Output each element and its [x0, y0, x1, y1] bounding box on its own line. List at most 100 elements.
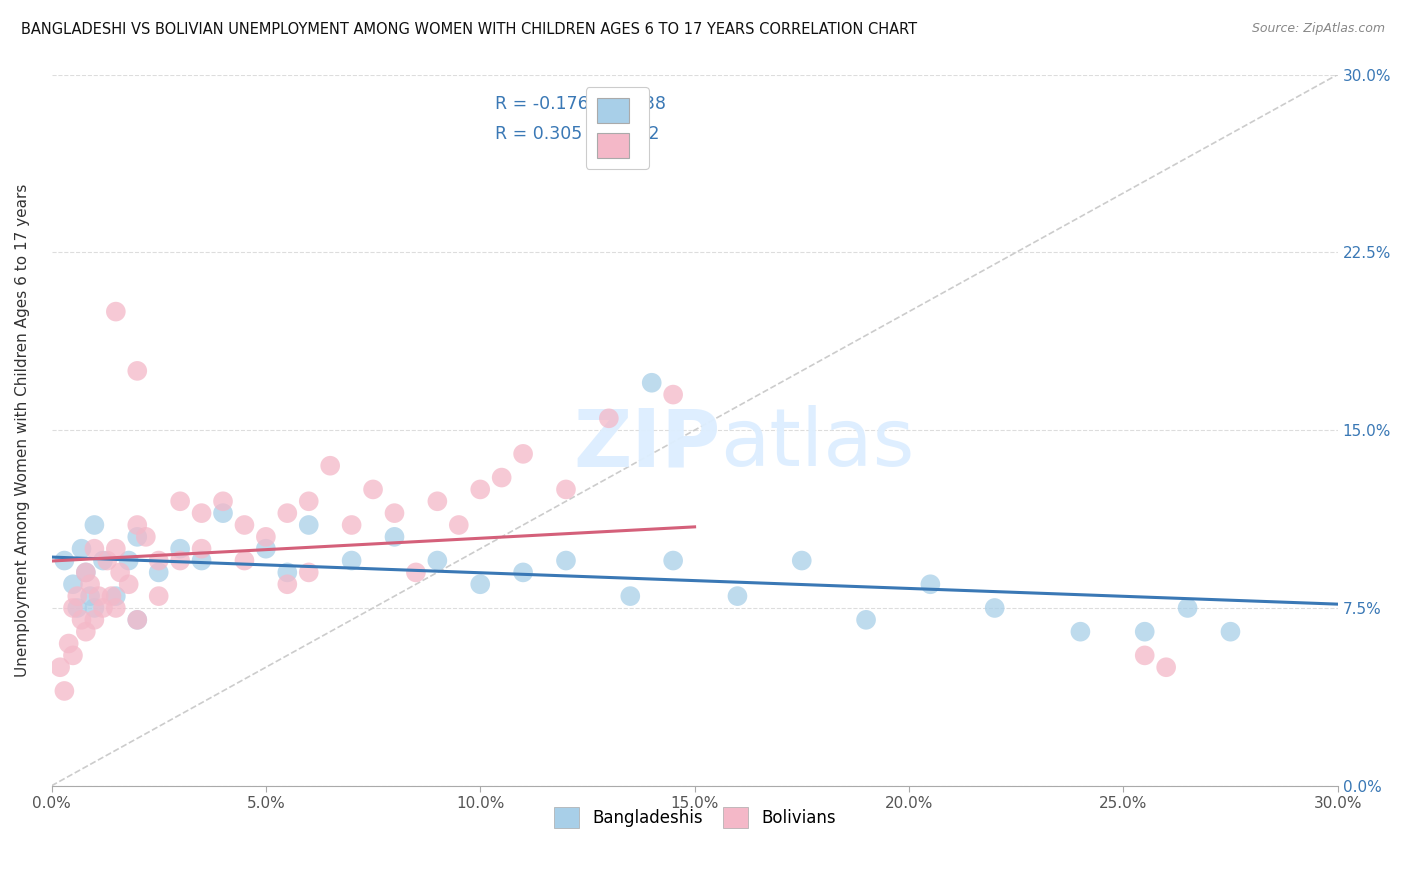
Point — [555, 483, 578, 497]
Point — [87, 589, 110, 603]
Point — [83, 601, 105, 615]
Point — [118, 577, 141, 591]
Point — [108, 566, 131, 580]
Point — [470, 577, 492, 591]
Point — [75, 566, 97, 580]
Text: R = -0.176   N = 38: R = -0.176 N = 38 — [495, 95, 666, 113]
Point — [104, 601, 127, 615]
Point — [96, 553, 118, 567]
Point — [135, 530, 157, 544]
Point — [319, 458, 342, 473]
Point — [1154, 660, 1177, 674]
Point — [190, 541, 212, 556]
Point — [426, 494, 449, 508]
Point — [75, 566, 97, 580]
Point — [447, 518, 470, 533]
Point — [127, 613, 149, 627]
Point — [983, 601, 1005, 615]
Point — [276, 506, 298, 520]
Point — [920, 577, 942, 591]
Point — [254, 541, 277, 556]
Point — [91, 553, 114, 567]
Point — [75, 624, 97, 639]
Point — [555, 553, 578, 567]
Point — [91, 601, 114, 615]
Point — [855, 613, 877, 627]
Point — [662, 553, 685, 567]
Point — [790, 553, 813, 567]
Text: BANGLADESHI VS BOLIVIAN UNEMPLOYMENT AMONG WOMEN WITH CHILDREN AGES 6 TO 17 YEAR: BANGLADESHI VS BOLIVIAN UNEMPLOYMENT AMO… — [21, 22, 917, 37]
Point — [361, 483, 384, 497]
Point — [384, 530, 406, 544]
Point — [148, 589, 170, 603]
Point — [83, 541, 105, 556]
Point — [148, 566, 170, 580]
Point — [62, 648, 84, 663]
Point — [276, 577, 298, 591]
Point — [169, 553, 191, 567]
Point — [66, 589, 89, 603]
Point — [190, 506, 212, 520]
Point — [104, 589, 127, 603]
Text: atlas: atlas — [720, 405, 915, 483]
Point — [1133, 624, 1156, 639]
Point — [298, 566, 321, 580]
Point — [70, 613, 93, 627]
Point — [233, 518, 256, 533]
Point — [104, 304, 127, 318]
Point — [79, 589, 101, 603]
Point — [118, 553, 141, 567]
Point — [104, 541, 127, 556]
Point — [83, 518, 105, 533]
Point — [512, 566, 534, 580]
Point — [169, 541, 191, 556]
Point — [1177, 601, 1199, 615]
Point — [127, 364, 149, 378]
Point — [53, 553, 76, 567]
Point — [66, 601, 89, 615]
Point — [641, 376, 664, 390]
Point — [49, 660, 72, 674]
Text: Source: ZipAtlas.com: Source: ZipAtlas.com — [1251, 22, 1385, 36]
Point — [340, 518, 363, 533]
Point — [58, 636, 80, 650]
Point — [62, 601, 84, 615]
Point — [190, 553, 212, 567]
Point — [70, 541, 93, 556]
Point — [276, 566, 298, 580]
Point — [127, 613, 149, 627]
Point — [512, 447, 534, 461]
Point — [470, 483, 492, 497]
Legend: Bangladeshis, Bolivians: Bangladeshis, Bolivians — [547, 801, 842, 834]
Point — [598, 411, 620, 425]
Point — [83, 613, 105, 627]
Point — [298, 518, 321, 533]
Point — [1133, 648, 1156, 663]
Point — [491, 470, 513, 484]
Point — [298, 494, 321, 508]
Point — [127, 518, 149, 533]
Point — [727, 589, 749, 603]
Point — [619, 589, 641, 603]
Point — [212, 494, 235, 508]
Point — [254, 530, 277, 544]
Text: ZIP: ZIP — [574, 405, 720, 483]
Point — [62, 577, 84, 591]
Point — [100, 589, 122, 603]
Point — [148, 553, 170, 567]
Point — [340, 553, 363, 567]
Point — [127, 530, 149, 544]
Point — [1069, 624, 1091, 639]
Point — [233, 553, 256, 567]
Point — [169, 494, 191, 508]
Point — [384, 506, 406, 520]
Point — [53, 684, 76, 698]
Point — [79, 577, 101, 591]
Text: R = 0.305   N = 52: R = 0.305 N = 52 — [495, 125, 659, 144]
Point — [1219, 624, 1241, 639]
Point — [212, 506, 235, 520]
Point — [426, 553, 449, 567]
Y-axis label: Unemployment Among Women with Children Ages 6 to 17 years: Unemployment Among Women with Children A… — [15, 184, 30, 677]
Point — [405, 566, 427, 580]
Point — [662, 387, 685, 401]
